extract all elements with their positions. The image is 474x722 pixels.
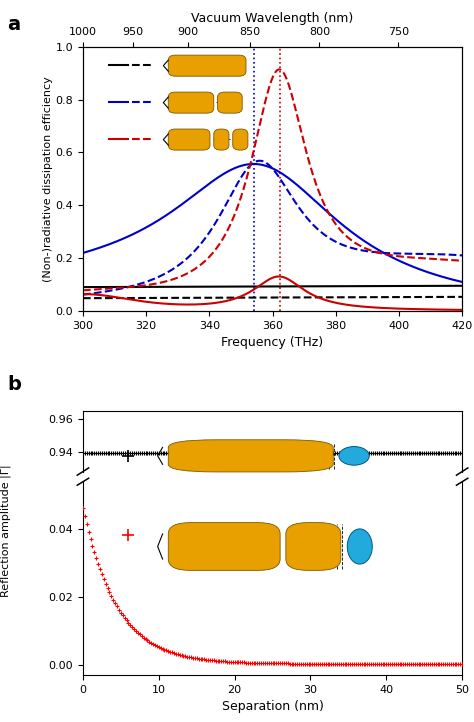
Ellipse shape bbox=[339, 446, 369, 465]
X-axis label: Separation (nm): Separation (nm) bbox=[222, 700, 323, 713]
FancyBboxPatch shape bbox=[168, 92, 214, 113]
Ellipse shape bbox=[347, 529, 372, 564]
FancyBboxPatch shape bbox=[218, 92, 242, 113]
X-axis label: Vacuum Wavelength (nm): Vacuum Wavelength (nm) bbox=[191, 12, 354, 25]
FancyBboxPatch shape bbox=[168, 523, 280, 570]
Text: a: a bbox=[7, 14, 20, 34]
FancyBboxPatch shape bbox=[286, 523, 341, 570]
Y-axis label: (Non-)radiative dissipation efficiency: (Non-)radiative dissipation efficiency bbox=[43, 76, 53, 282]
FancyBboxPatch shape bbox=[233, 129, 248, 150]
Text: b: b bbox=[7, 375, 21, 394]
Text: Reflection amplitude |Γ|: Reflection amplitude |Γ| bbox=[0, 464, 11, 597]
FancyBboxPatch shape bbox=[214, 129, 229, 150]
Text: - + -: - + - bbox=[213, 135, 231, 144]
FancyBboxPatch shape bbox=[168, 440, 333, 472]
X-axis label: Frequency (THz): Frequency (THz) bbox=[221, 336, 324, 349]
Text: - +: - + bbox=[217, 98, 230, 107]
FancyBboxPatch shape bbox=[168, 55, 246, 77]
FancyBboxPatch shape bbox=[168, 129, 210, 150]
